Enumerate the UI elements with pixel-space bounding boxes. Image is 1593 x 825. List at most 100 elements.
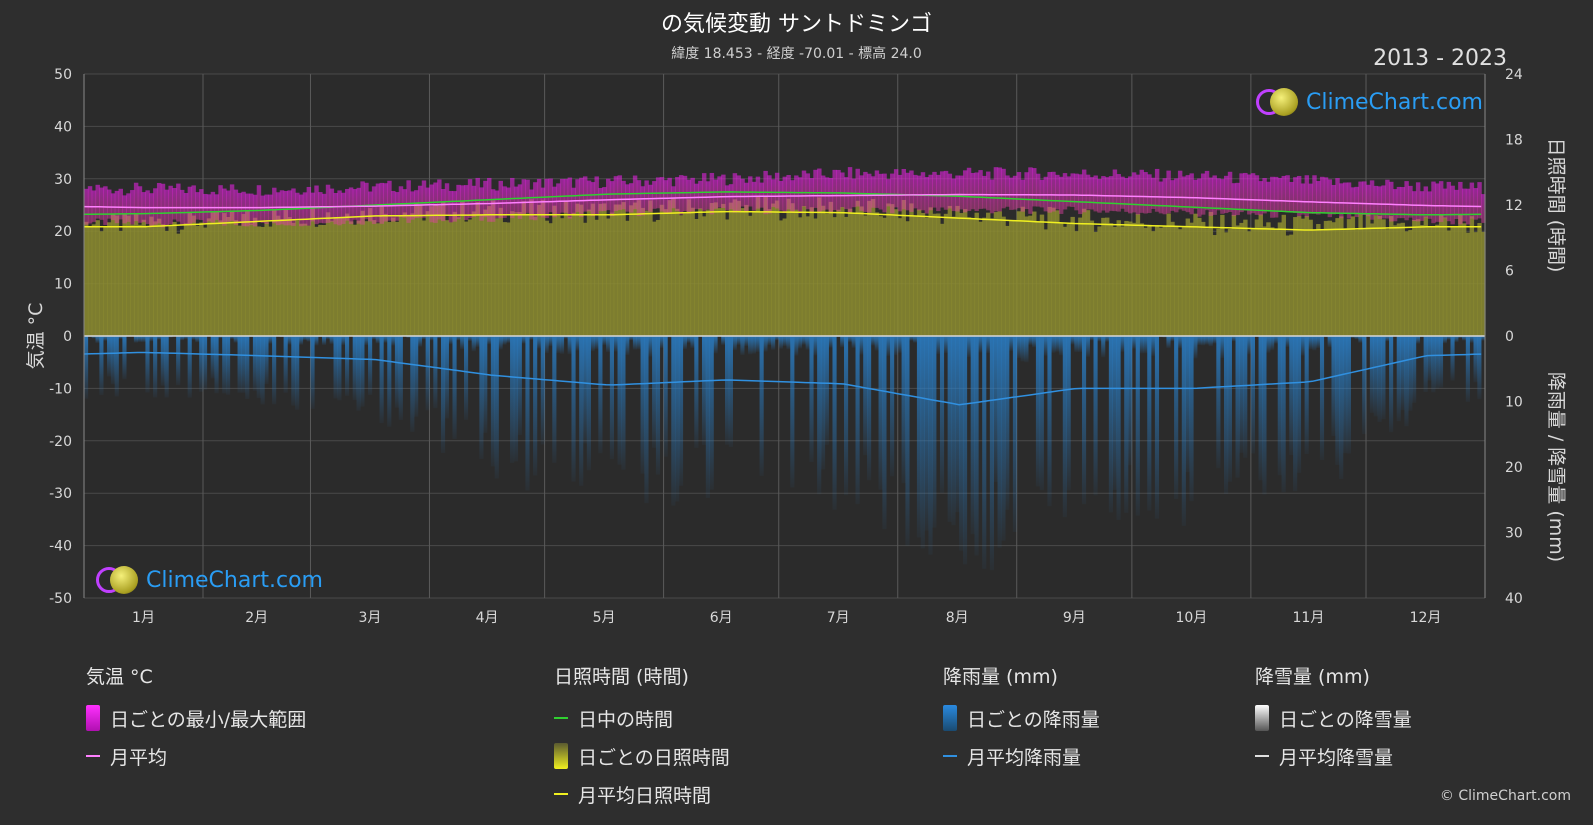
- temp-range-day-bar: [1177, 170, 1183, 210]
- rain-day-bar: [855, 336, 860, 505]
- temp-range-day-bar: [199, 189, 204, 221]
- rain-day-bar: [199, 336, 204, 392]
- sunshine-day-bar: [1247, 231, 1252, 336]
- sunshine-day-bar: [471, 211, 477, 336]
- temp-range-day-bar: [955, 175, 960, 212]
- sunshine-day-bar: [617, 204, 622, 336]
- sunshine-day-bar: [621, 202, 626, 336]
- rain-day-bar: [417, 336, 423, 347]
- rain-day-bar: [360, 336, 365, 407]
- sunshine-day-bar: [356, 220, 361, 336]
- temp-range-day-bar: [1189, 173, 1194, 215]
- temp-range-day-bar: [272, 187, 277, 224]
- sunshine-day-bar: [195, 225, 200, 336]
- sunshine-day-bar: [959, 213, 964, 336]
- temp-range-day-bar: [1005, 175, 1010, 207]
- rain-day-bar: [1481, 336, 1486, 341]
- temp-range-day-bar: [1051, 171, 1056, 212]
- temp-range-day-bar: [943, 170, 949, 210]
- temp-range-day-bar: [1227, 171, 1233, 213]
- temp-range-day-bar: [87, 186, 93, 224]
- sunshine-day-bar: [1339, 216, 1344, 336]
- rain-day-bar: [874, 336, 879, 351]
- climate-chart: 50 40 30 20 10 0 -10 -20 -30 -40 -50 24 18 12 6 0 10 20 30…: [25, 67, 1567, 626]
- sunshine-day-bar: [456, 217, 461, 336]
- temp-range-day-bar: [1339, 183, 1344, 219]
- rain-day-bar: [1435, 336, 1440, 389]
- rain-day-bar: [337, 336, 342, 401]
- temp-range-day-bar: [1043, 176, 1049, 212]
- temp-range-day-bar: [1454, 189, 1459, 220]
- temp-range-day-bar: [448, 190, 454, 223]
- sunshine-day-bar: [1266, 222, 1271, 336]
- rain-day-bar: [210, 336, 215, 379]
- temp-range-day-bar: [663, 180, 669, 214]
- sunshine-day-bar: [1193, 213, 1198, 336]
- sunshine-day-bar: [763, 196, 768, 336]
- temp-range-day-bar: [103, 186, 108, 225]
- rain-day-bar: [1181, 336, 1186, 526]
- rain-day-bar: [1101, 336, 1106, 358]
- rain-day-bar: [1304, 336, 1309, 455]
- sunshine-day-bar: [506, 222, 511, 336]
- sunshine-day-bar: [993, 212, 999, 336]
- rain-day-bar: [1270, 336, 1275, 351]
- temp-range-day-bar: [1001, 168, 1006, 209]
- legend-sun-head: 日照時間 (時間): [554, 666, 689, 688]
- rain-day-bar: [437, 336, 442, 339]
- temp-range-day-bar: [1254, 175, 1260, 215]
- rain-day-bar: [571, 336, 576, 482]
- sunshine-day-bar: [1024, 216, 1029, 336]
- sunshine-day-bar: [786, 198, 791, 336]
- left-tick-label: -10: [49, 381, 72, 397]
- temp-range-day-bar: [1289, 181, 1294, 212]
- sunshine-day-bar: [306, 225, 312, 336]
- temp-range-day-bar: [632, 175, 638, 210]
- temp-range-day-bar: [855, 168, 860, 207]
- rain-day-bar: [621, 336, 626, 470]
- temp-range-day-bar: [548, 178, 553, 213]
- temp-range-day-bar: [525, 179, 530, 213]
- temp-range-day-bar: [1105, 177, 1110, 213]
- sunshine-day-bar: [218, 220, 223, 336]
- rain-day-bar: [218, 336, 223, 339]
- temp-range-day-bar: [1131, 172, 1137, 213]
- rain-day-bar: [1097, 336, 1102, 342]
- temp-range-day-bar: [1066, 176, 1072, 207]
- temp-range-day-bar: [398, 186, 404, 217]
- rain-day-bar: [345, 336, 350, 396]
- rain-day-bar: [287, 336, 292, 345]
- sunshine-day-bar: [379, 206, 384, 336]
- rain-day-bar: [463, 336, 469, 420]
- temp-range-day-bar: [893, 169, 899, 208]
- sunshine-day-bar: [168, 226, 173, 336]
- sunshine-day-bar: [1477, 223, 1482, 336]
- sunshine-day-bar: [383, 213, 388, 336]
- temp-range-day-bar: [429, 184, 434, 223]
- rain-day-bar: [913, 336, 918, 343]
- rain-day-bar: [678, 336, 684, 486]
- temp-range-day-bar: [1377, 186, 1382, 219]
- sunshine-day-bar: [226, 216, 231, 336]
- temp-range-day-bar: [678, 175, 684, 215]
- temp-range-day-bar: [590, 182, 596, 217]
- sunshine-day-bar: [348, 221, 354, 336]
- temp-range-day-bar: [936, 174, 941, 212]
- temp-range-day-bar: [1450, 185, 1455, 225]
- temp-range-day-bar: [870, 176, 876, 208]
- temp-range-day-bar: [709, 172, 715, 215]
- rain-day-bar: [986, 336, 991, 353]
- sunshine-day-bar: [437, 205, 442, 336]
- rain-day-bar: [256, 336, 261, 399]
- temp-range-day-bar: [966, 167, 972, 211]
- sunshine-day-bar: [1304, 216, 1310, 336]
- rain-day-bar: [759, 336, 764, 476]
- rain-day-bar: [598, 336, 603, 454]
- left-tick-label: -50: [49, 591, 72, 607]
- left-tick-label: 0: [63, 329, 72, 345]
- temp-range-day-bar: [986, 171, 991, 211]
- temp-range-day-bar: [1112, 169, 1118, 212]
- rain-day-bar: [682, 336, 687, 350]
- sunshine-day-bar: [398, 215, 404, 336]
- legend-rain-head: 降雨量 (mm): [943, 666, 1058, 688]
